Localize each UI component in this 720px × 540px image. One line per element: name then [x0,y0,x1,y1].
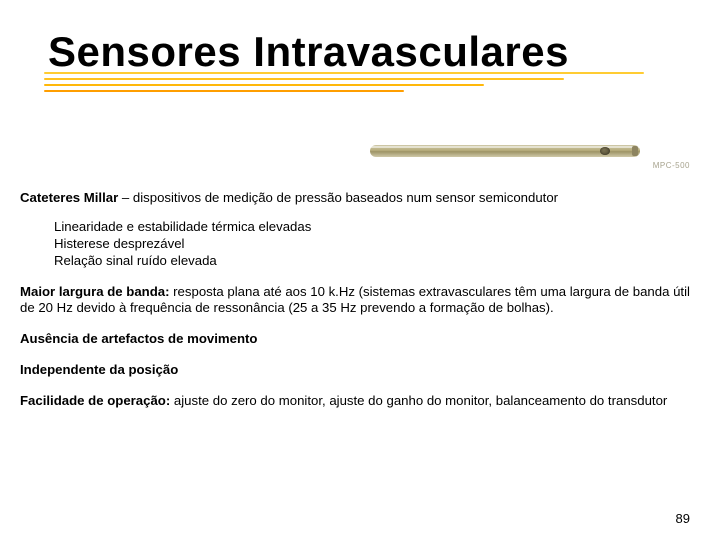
cateteres-rest: – dispositivos de medição de pressão bas… [118,190,558,205]
underline-2 [44,78,564,80]
facilidade-rest: ajuste do zero do monitor, ajuste do gan… [170,393,667,408]
prop-histerese: Histerese desprezável [54,236,696,253]
page-title: Sensores Intravasculares [48,28,692,76]
para-cateteres: Cateteres Millar – dispositivos de mediç… [20,190,696,270]
para-banda: Maior largura de banda: resposta plana a… [20,284,696,318]
catheter-label: MPC-500 [653,161,690,170]
page-number: 89 [676,511,690,526]
banda-bold: Maior largura de banda: [20,284,170,299]
para-artefactos: Ausência de artefactos de movimento [20,331,696,348]
underline-4 [44,90,404,92]
catheter-tip-icon [632,146,638,156]
para-posicao: Independente da posição [20,362,696,379]
para-facilidade: Facilidade de operação: ajuste do zero d… [20,393,696,410]
prop-linearidade: Linearidade e estabilidade térmica eleva… [54,219,696,236]
properties-block: Linearidade e estabilidade térmica eleva… [20,219,696,270]
title-block: Sensores Intravasculares [48,28,692,76]
catheter-port-icon [600,147,610,155]
cateteres-bold: Cateteres Millar [20,190,118,205]
facilidade-bold: Facilidade de operação: [20,393,170,408]
catheter-figure: MPC-500 [370,135,690,175]
content: Cateteres Millar – dispositivos de mediç… [20,190,696,424]
catheter-shine-icon [370,146,640,148]
underline-3 [44,84,484,86]
prop-snr: Relação sinal ruído elevada [54,253,696,270]
slide: Sensores Intravasculares MPC-500 Cateter… [0,0,720,540]
